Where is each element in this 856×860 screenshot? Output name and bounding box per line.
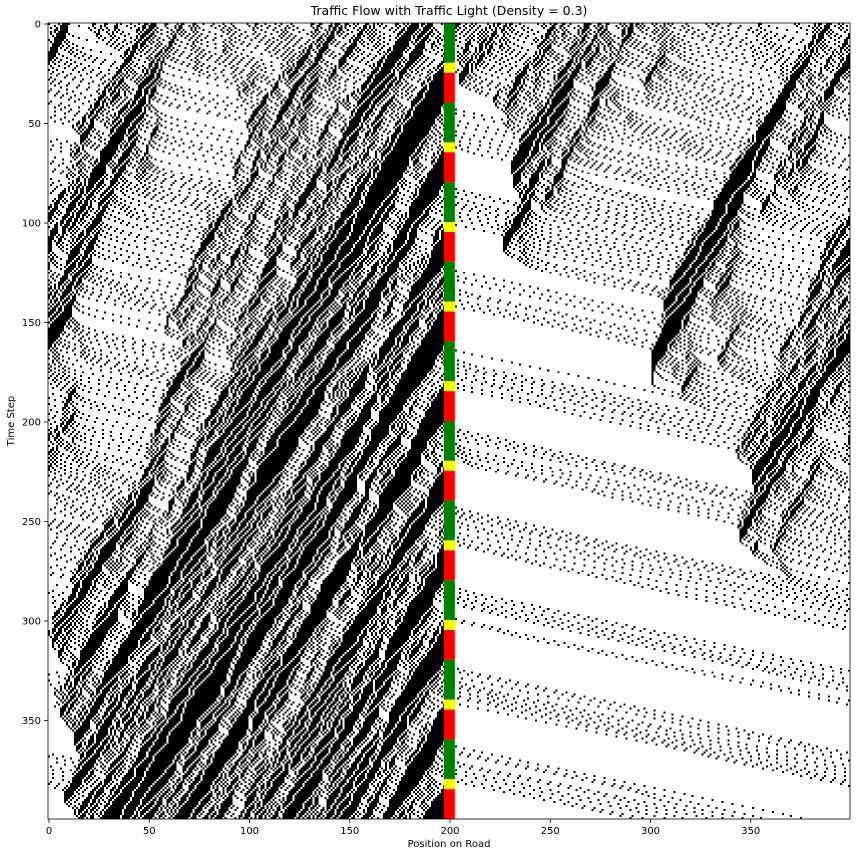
y-tick-label: 0: [35, 19, 41, 30]
traffic-light-red-segment: [443, 629, 455, 660]
traffic-light-red-segment: [443, 231, 455, 262]
traffic-light-yellow-segment: [443, 699, 455, 710]
traffic-light-red-segment: [443, 709, 455, 740]
traffic-light-yellow-segment: [443, 62, 455, 73]
traffic-light-yellow-segment: [443, 301, 455, 312]
plot-area: [47, 22, 851, 820]
y-axis-label: Time Step: [6, 396, 17, 447]
x-tick-label: 0: [46, 826, 52, 837]
traffic-light-green-segment: [443, 421, 455, 461]
traffic-light-green-segment: [443, 739, 455, 780]
traffic-light-green-segment: [443, 182, 455, 222]
traffic-light-red-segment: [443, 789, 455, 819]
x-tick-label: 100: [240, 826, 259, 837]
plot-frame: [47, 22, 851, 820]
x-tick-label: 300: [641, 826, 660, 837]
chart-title: Traffic Flow with Traffic Light (Density…: [310, 3, 588, 18]
traffic-light-green-segment: [443, 23, 455, 63]
x-axis: 0 50 100 150 200 250 300 350: [46, 819, 760, 837]
traffic-light-yellow-segment: [443, 779, 455, 790]
traffic-light-green-segment: [443, 341, 455, 382]
traffic-light-green-segment: [443, 102, 455, 143]
y-tick-label: 300: [22, 616, 41, 627]
traffic-light-red-segment: [443, 391, 455, 421]
x-tick-label: 50: [143, 826, 156, 837]
traffic-light-red-segment: [443, 72, 455, 103]
traffic-light-green-segment: [443, 500, 455, 541]
y-tick-label: 250: [22, 517, 41, 528]
traffic-light-yellow-segment: [443, 142, 455, 153]
traffic-light-yellow-segment: [443, 540, 455, 551]
y-tick-label: 200: [22, 417, 41, 428]
traffic-light-red-segment: [443, 550, 455, 581]
y-axis: 0 50 100 150 200 250 300 350: [22, 19, 48, 727]
traffic-light-column: [443, 23, 455, 819]
y-tick-label: 150: [22, 318, 41, 329]
x-tick-label: 200: [440, 826, 459, 837]
traffic-light-green-segment: [443, 659, 455, 700]
y-tick-label: 350: [22, 716, 41, 727]
y-tick-label: 100: [22, 218, 41, 229]
traffic-light-yellow-segment: [443, 381, 455, 392]
traffic-light-red-segment: [443, 152, 455, 183]
traffic-light-red-segment: [443, 470, 455, 501]
traffic-light-yellow-segment: [443, 620, 455, 630]
traffic-light-red-segment: [443, 311, 455, 342]
traffic-light-yellow-segment: [443, 222, 455, 232]
traffic-light-yellow-segment: [443, 460, 455, 471]
y-tick-label: 50: [28, 119, 41, 130]
x-tick-label: 150: [340, 826, 359, 837]
x-tick-label: 350: [741, 826, 760, 837]
x-axis-label: Position on Road: [408, 839, 491, 850]
traffic-light-green-segment: [443, 261, 455, 302]
x-tick-label: 250: [541, 826, 560, 837]
traffic-light-green-segment: [443, 580, 455, 620]
